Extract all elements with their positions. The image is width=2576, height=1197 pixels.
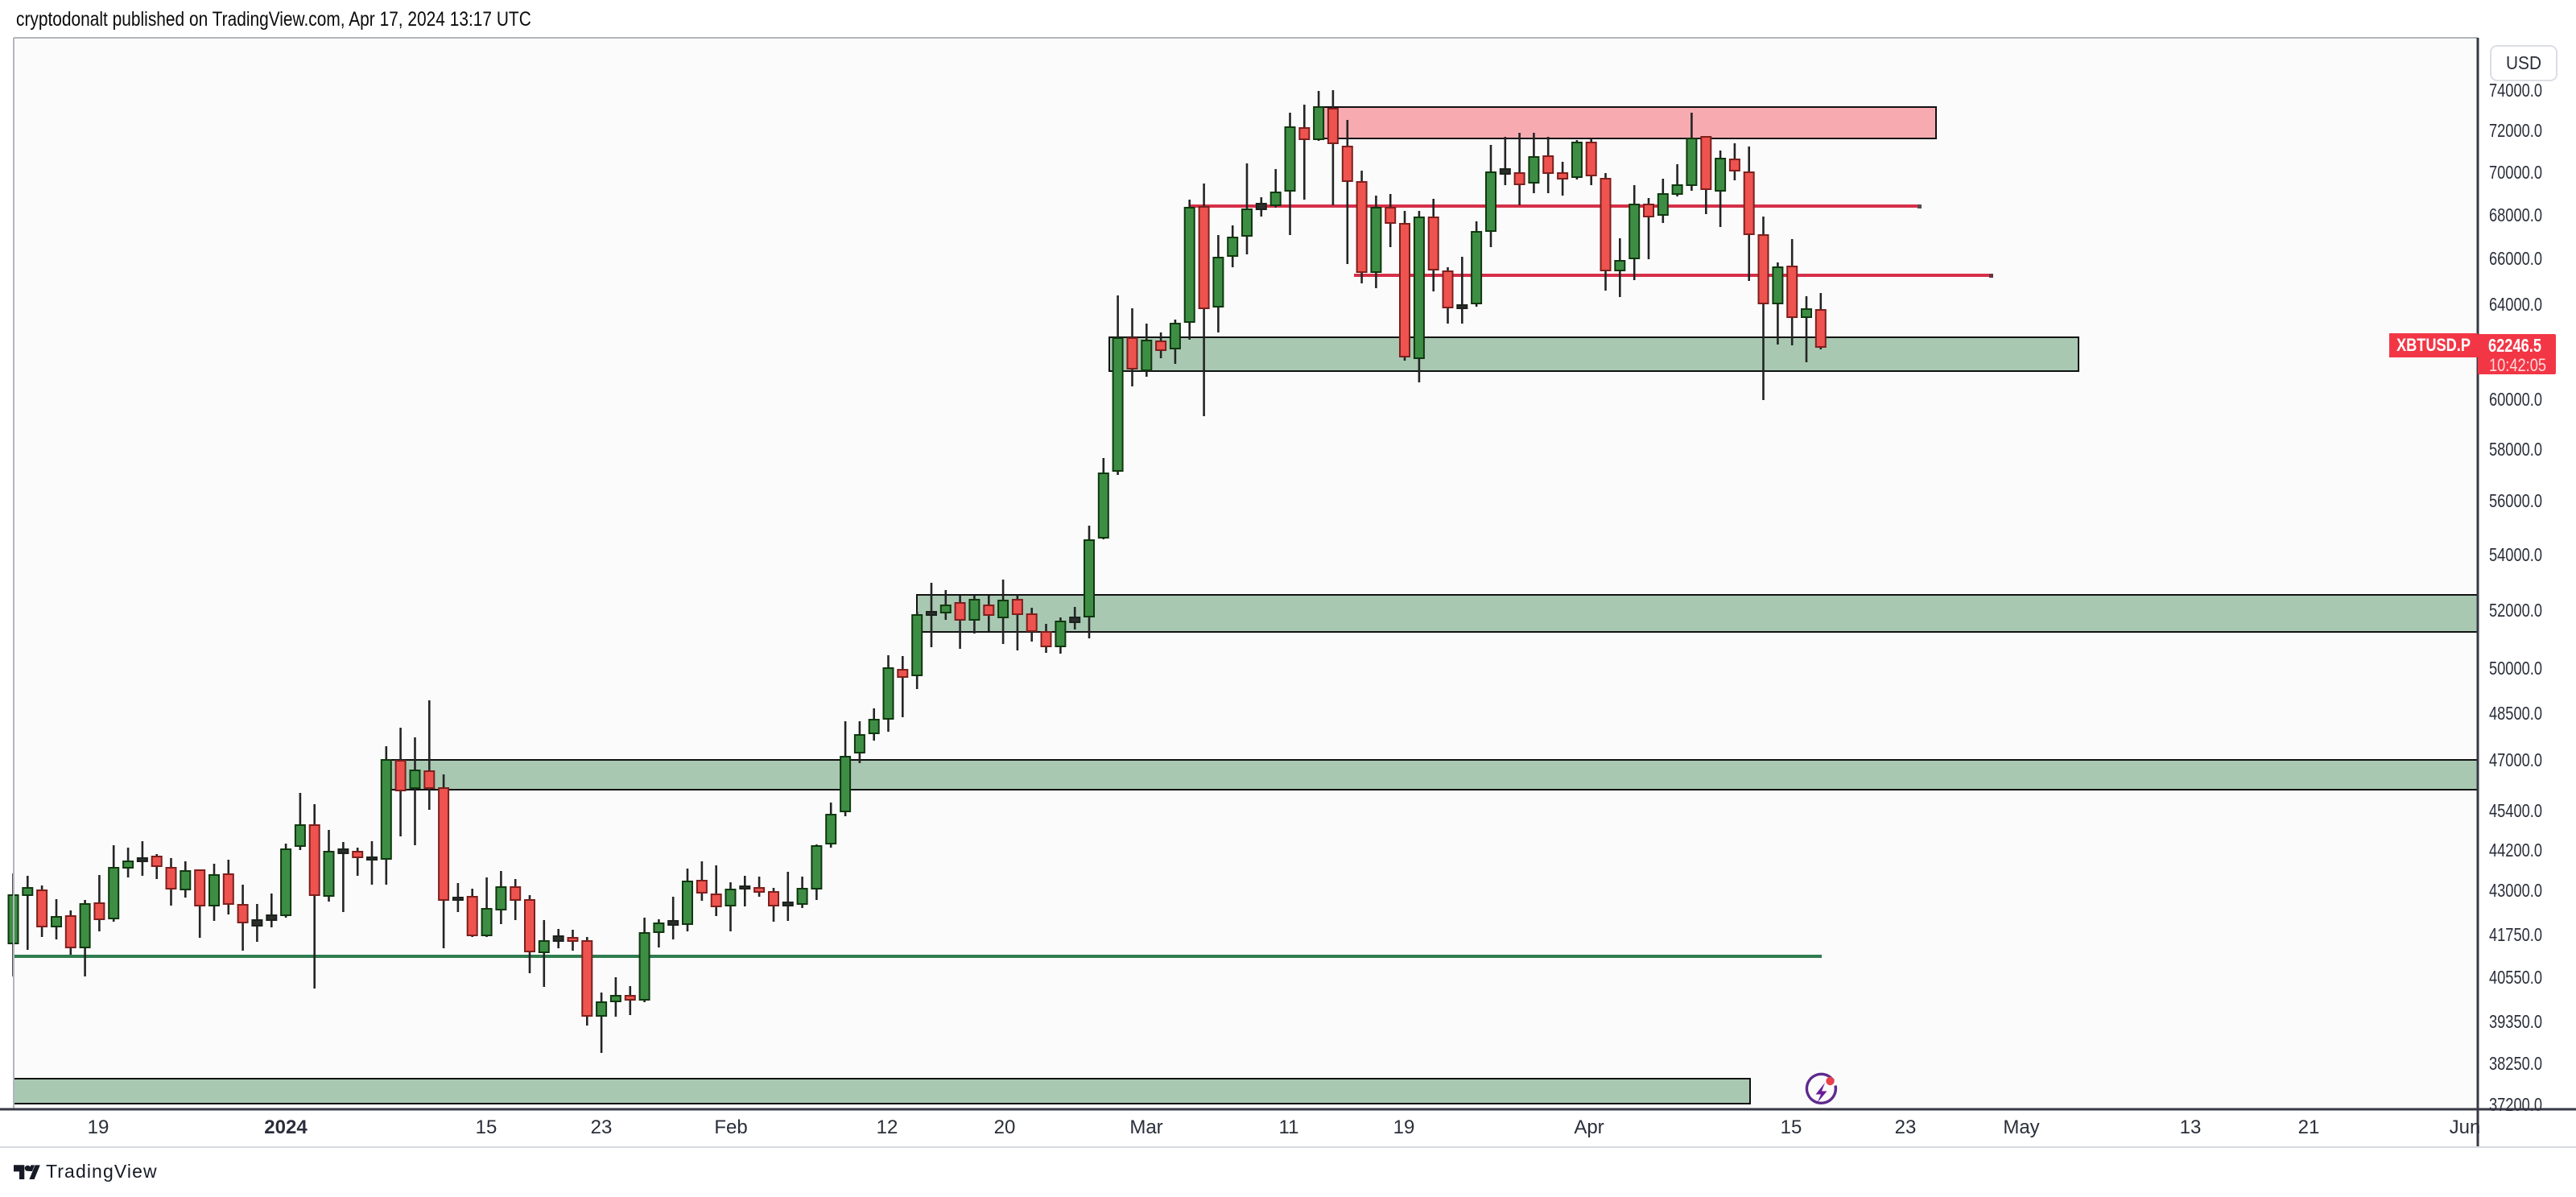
svg-text:44200.0: 44200.0 bbox=[2489, 840, 2542, 861]
svg-text:70000.0: 70000.0 bbox=[2489, 162, 2542, 183]
svg-text:60000.0: 60000.0 bbox=[2489, 389, 2542, 410]
svg-text:Apr: Apr bbox=[1574, 1117, 1604, 1138]
svg-text:10:42:05: 10:42:05 bbox=[2489, 355, 2546, 375]
svg-text:58000.0: 58000.0 bbox=[2489, 439, 2542, 460]
svg-text:2024: 2024 bbox=[264, 1117, 308, 1138]
svg-text:12: 12 bbox=[877, 1117, 898, 1138]
svg-text:11: 11 bbox=[1279, 1117, 1299, 1138]
svg-text:Jun: Jun bbox=[2450, 1117, 2481, 1138]
svg-text:72000.0: 72000.0 bbox=[2489, 120, 2542, 141]
svg-text:43000.0: 43000.0 bbox=[2489, 880, 2542, 901]
svg-text:15: 15 bbox=[1781, 1117, 1802, 1138]
svg-text:15: 15 bbox=[476, 1117, 497, 1138]
svg-text:19: 19 bbox=[88, 1117, 109, 1138]
svg-text:39350.0: 39350.0 bbox=[2489, 1011, 2542, 1032]
svg-text:Mar: Mar bbox=[1129, 1117, 1162, 1138]
svg-text:48500.0: 48500.0 bbox=[2489, 703, 2542, 724]
svg-text:40550.0: 40550.0 bbox=[2489, 967, 2542, 988]
svg-text:XBTUSD.P: XBTUSD.P bbox=[2396, 335, 2471, 355]
svg-text:47000.0: 47000.0 bbox=[2489, 749, 2542, 770]
svg-text:TradingView: TradingView bbox=[46, 1161, 158, 1182]
svg-text:Feb: Feb bbox=[714, 1117, 747, 1138]
svg-text:66000.0: 66000.0 bbox=[2489, 248, 2542, 269]
svg-text:19: 19 bbox=[1393, 1117, 1415, 1138]
svg-text:56000.0: 56000.0 bbox=[2489, 490, 2542, 511]
svg-text:64000.0: 64000.0 bbox=[2489, 294, 2542, 315]
svg-text:37200.0: 37200.0 bbox=[2489, 1094, 2542, 1115]
svg-text:50000.0: 50000.0 bbox=[2489, 658, 2542, 679]
svg-text:38250.0: 38250.0 bbox=[2489, 1053, 2542, 1074]
svg-text:13: 13 bbox=[2180, 1117, 2202, 1138]
svg-text:May: May bbox=[2003, 1117, 2039, 1138]
svg-text:45400.0: 45400.0 bbox=[2489, 800, 2542, 821]
svg-text:52000.0: 52000.0 bbox=[2489, 600, 2542, 621]
svg-text:23: 23 bbox=[1895, 1117, 1917, 1138]
svg-text:54000.0: 54000.0 bbox=[2489, 544, 2542, 565]
svg-text:23: 23 bbox=[591, 1117, 613, 1138]
svg-text:68000.0: 68000.0 bbox=[2489, 204, 2542, 225]
svg-text:62246.5: 62246.5 bbox=[2488, 335, 2541, 356]
svg-text:USD: USD bbox=[2506, 52, 2541, 73]
svg-text:74000.0: 74000.0 bbox=[2489, 80, 2542, 101]
svg-text:41750.0: 41750.0 bbox=[2489, 924, 2542, 945]
svg-text:21: 21 bbox=[2298, 1117, 2320, 1138]
svg-text:20: 20 bbox=[994, 1117, 1016, 1138]
